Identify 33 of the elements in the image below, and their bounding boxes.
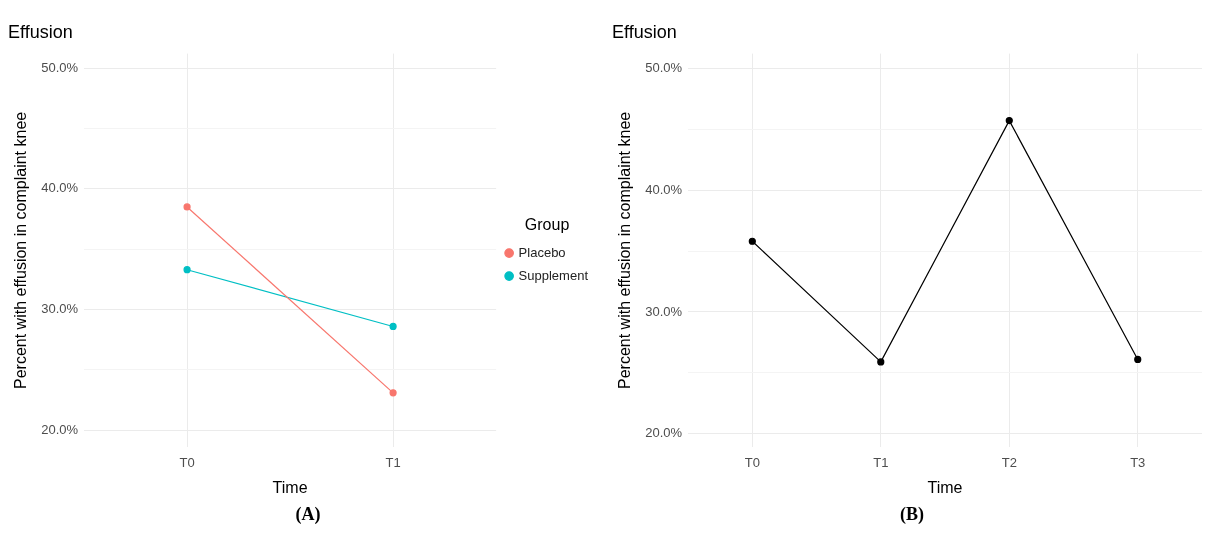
x-tick-label: T0 xyxy=(744,454,760,470)
x-tick-label: T1 xyxy=(873,454,889,470)
point xyxy=(389,389,397,397)
point xyxy=(1134,355,1142,364)
y-axis-title: Percent with effusion in complaint knee xyxy=(12,111,30,389)
x-tick-label: T2 xyxy=(1001,454,1017,470)
x-tick-label: T1 xyxy=(385,454,401,470)
x-axis-title: Time xyxy=(272,478,308,496)
point xyxy=(389,322,397,331)
y-tick-label: 50.0% xyxy=(645,59,683,75)
y-tick-label: 20.0% xyxy=(41,421,79,437)
y-tick-label: 30.0% xyxy=(645,303,683,319)
chart-title: Effusion xyxy=(612,21,677,42)
text: (B) xyxy=(899,504,925,525)
legend-title: Group xyxy=(524,215,570,233)
x-tick-label: T0 xyxy=(179,454,195,470)
point xyxy=(748,237,756,245)
legend-label: Placebo xyxy=(518,244,566,260)
y-tick-label: 30.0% xyxy=(41,301,79,317)
y-axis-title: Percent with effusion in complaint knee xyxy=(616,111,634,389)
y-tick-label: 20.0% xyxy=(645,425,683,441)
chart-title: Effusion xyxy=(8,21,73,42)
point xyxy=(1005,117,1013,125)
x-axis-title: Time xyxy=(927,478,963,496)
y-tick-label: 40.0% xyxy=(41,180,79,196)
y-tick-label: 40.0% xyxy=(645,181,683,197)
point xyxy=(877,358,885,366)
y-tick-label: 50.0% xyxy=(41,59,79,75)
text: (A) xyxy=(294,504,322,525)
point xyxy=(183,203,191,211)
x-tick-label: T3 xyxy=(1130,454,1146,470)
legend-label: Supplement xyxy=(518,267,589,283)
point xyxy=(183,266,191,274)
